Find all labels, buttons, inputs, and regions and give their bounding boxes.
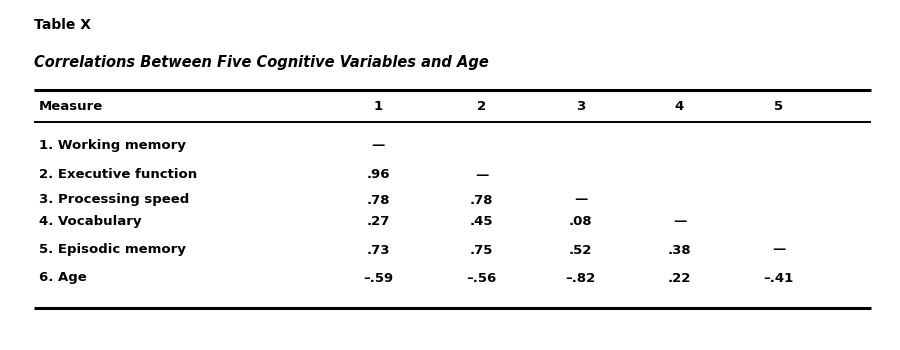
Text: 6. Age: 6. Age <box>39 272 86 285</box>
Text: —: — <box>475 168 488 182</box>
Text: .96: .96 <box>366 168 390 182</box>
Text: 2. Executive function: 2. Executive function <box>39 168 197 182</box>
Text: —: — <box>673 216 686 229</box>
Text: .08: .08 <box>569 216 592 229</box>
Text: —: — <box>772 244 785 257</box>
Text: 1: 1 <box>374 100 382 113</box>
Text: .27: .27 <box>366 216 390 229</box>
Text: 5: 5 <box>774 100 783 113</box>
Text: Table X: Table X <box>34 18 91 32</box>
Text: .52: .52 <box>569 244 592 257</box>
Text: .78: .78 <box>366 194 390 206</box>
Text: .22: .22 <box>668 272 691 285</box>
Text: —: — <box>372 139 384 152</box>
Text: –.56: –.56 <box>466 272 497 285</box>
Text: 2: 2 <box>477 100 486 113</box>
Text: 3. Processing speed: 3. Processing speed <box>39 194 189 206</box>
Text: 4: 4 <box>675 100 684 113</box>
Text: .75: .75 <box>470 244 493 257</box>
Text: .38: .38 <box>668 244 691 257</box>
Text: .73: .73 <box>366 244 390 257</box>
Text: –.41: –.41 <box>763 272 794 285</box>
Text: –.82: –.82 <box>565 272 596 285</box>
Text: .45: .45 <box>470 216 493 229</box>
Text: Measure: Measure <box>39 100 103 113</box>
Text: 4. Vocabulary: 4. Vocabulary <box>39 216 141 229</box>
Text: 3: 3 <box>576 100 585 113</box>
Text: 5. Episodic memory: 5. Episodic memory <box>39 244 185 257</box>
Text: –.59: –.59 <box>363 272 393 285</box>
Text: .78: .78 <box>470 194 493 206</box>
Text: Correlations Between Five Cognitive Variables and Age: Correlations Between Five Cognitive Vari… <box>34 55 489 70</box>
Text: 1. Working memory: 1. Working memory <box>39 139 185 152</box>
Text: —: — <box>574 194 587 206</box>
